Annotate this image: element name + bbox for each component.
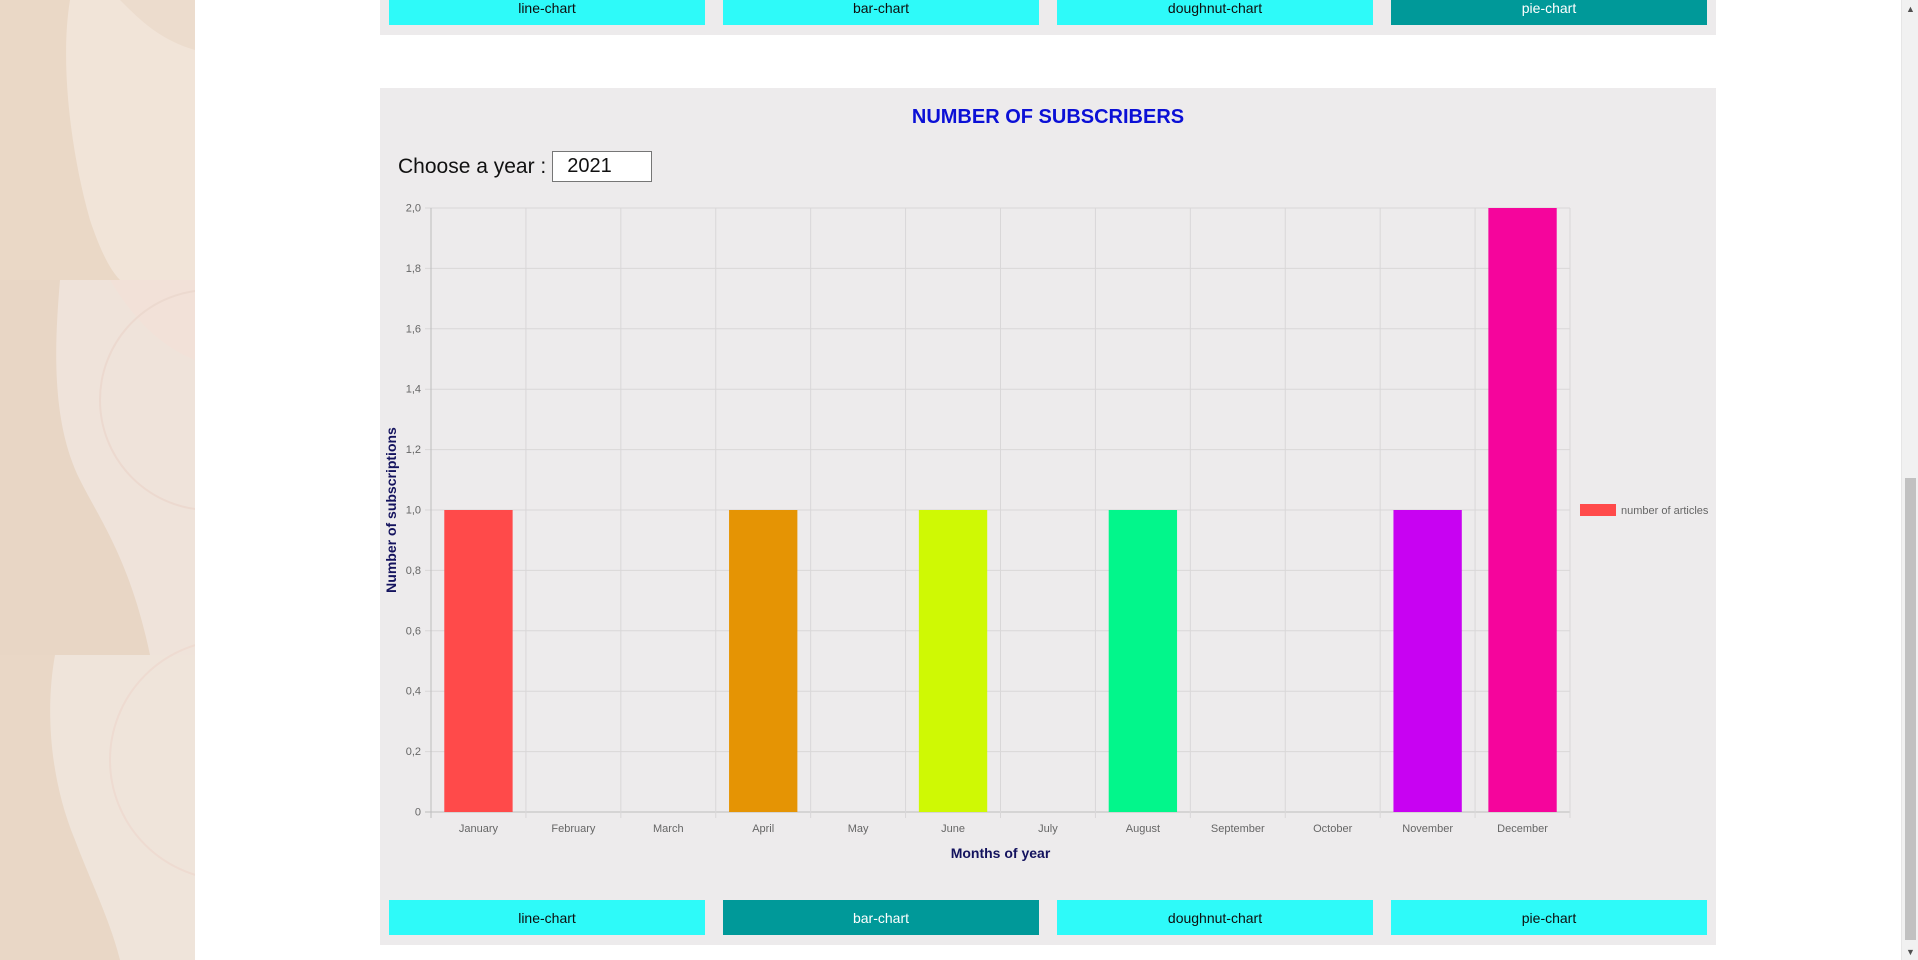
y-tick-label: 2,0 xyxy=(406,203,421,215)
x-tick-label: February xyxy=(551,823,596,835)
y-tick-label: 1,6 xyxy=(406,323,421,335)
subscribers-bar-chart: 0 0,2 0,4 0,6 0,8 1,0 1,2 1,4 1,6 1,8 2,0 January Fe… xyxy=(383,203,1709,862)
y-tick-label: 0,2 xyxy=(406,746,421,758)
line-chart-button[interactable]: line-chart xyxy=(389,0,705,25)
legend-label: number of articles xyxy=(1621,505,1709,517)
pie-chart-button[interactable]: pie-chart xyxy=(1391,0,1707,25)
x-tick-label: October xyxy=(1313,823,1352,835)
x-tick-label: December xyxy=(1497,823,1548,835)
bar-august xyxy=(1108,510,1178,812)
bar-april xyxy=(729,510,798,812)
section-title: NUMBER OF SUBSCRIBERS xyxy=(911,106,1185,128)
bar-june xyxy=(918,510,988,812)
line-chart-button[interactable]: line-chart xyxy=(389,900,705,935)
x-tick-label: January xyxy=(459,823,499,835)
doughnut-chart-button[interactable]: doughnut-chart xyxy=(1057,900,1373,935)
bar-january xyxy=(444,510,513,812)
scrollbar-thumb[interactable] xyxy=(1905,478,1916,940)
bar-november xyxy=(1393,510,1462,812)
y-tick-label: 1,8 xyxy=(406,263,421,275)
x-tick-label: September xyxy=(1211,823,1265,835)
y-tick-label: 0,6 xyxy=(406,625,421,637)
pie-chart-button[interactable]: pie-chart xyxy=(1391,900,1707,935)
bar-december xyxy=(1488,208,1557,812)
x-tick-label: November xyxy=(1402,823,1453,835)
legend-swatch xyxy=(1580,504,1616,516)
x-tick-label: August xyxy=(1126,823,1160,835)
x-tick-label: May xyxy=(848,823,869,835)
scroll-down-arrow-icon[interactable]: ▼ xyxy=(1906,946,1915,957)
x-tick-label: July xyxy=(1038,823,1058,835)
year-label: Choose a year : xyxy=(398,154,547,178)
year-input[interactable] xyxy=(552,151,653,182)
y-tick-label: 0,4 xyxy=(406,686,421,698)
y-tick-label: 1,4 xyxy=(406,384,421,396)
x-tick-label: March xyxy=(653,823,684,835)
y-tick-label: 0 xyxy=(415,807,421,819)
y-axis-title: Number of subscriptions xyxy=(383,427,399,593)
bar-chart-button[interactable]: bar-chart xyxy=(723,900,1039,935)
y-tick-label: 1,2 xyxy=(406,444,421,456)
decorative-background xyxy=(0,0,195,960)
bar-chart-button[interactable]: bar-chart xyxy=(723,0,1039,25)
year-selector: Choose a year : xyxy=(398,151,653,182)
y-tick-label: 1,0 xyxy=(406,505,421,517)
x-axis-title: Months of year xyxy=(951,845,1051,861)
scroll-up-arrow-icon[interactable]: ▲ xyxy=(1906,3,1915,14)
previous-chart-section: line-chart bar-chart doughnut-chart pie-… xyxy=(380,0,1716,35)
page-scrollbar[interactable]: ▲ ▼ xyxy=(1901,0,1918,960)
doughnut-chart-button[interactable]: doughnut-chart xyxy=(1057,0,1373,25)
x-tick-label: June xyxy=(941,823,965,835)
y-tick-label: 0,8 xyxy=(406,565,421,577)
x-tick-label: April xyxy=(752,823,774,835)
subscribers-section: NUMBER OF SUBSCRIBERS Choose a year : 00… xyxy=(380,88,1716,945)
